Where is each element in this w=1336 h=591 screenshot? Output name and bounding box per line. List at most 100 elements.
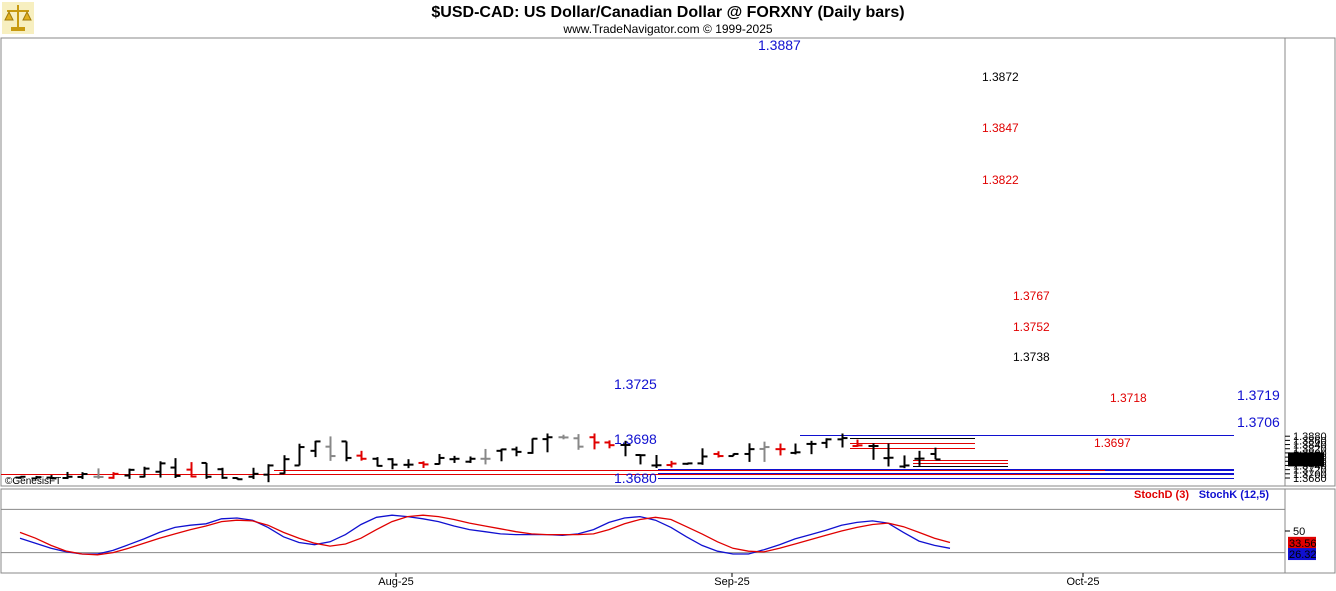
ohlc-bar	[31, 475, 42, 480]
price-panel	[0, 37, 1286, 487]
ohlc-bar	[527, 437, 538, 454]
ohlc-bar	[775, 443, 786, 456]
ohlc-bar	[728, 452, 739, 458]
ohlc-bar	[418, 461, 429, 468]
y-tick-label: 1.3700	[1293, 469, 1327, 481]
ohlc-bar	[248, 467, 259, 480]
ohlc-bar	[930, 447, 941, 461]
ohlc-bar	[744, 443, 755, 462]
ohlc-bar	[697, 448, 708, 465]
ohlc-bar	[589, 433, 600, 450]
ohlc-bar	[713, 451, 724, 458]
ohlc-bar	[511, 446, 522, 457]
level-label: 1.3738	[1013, 350, 1050, 364]
ohlc-bar	[201, 461, 212, 479]
level-label: 1.3698	[614, 431, 657, 447]
time-axis-ticks: Aug-25 Sep-25 Oct-25	[378, 573, 1100, 588]
last-price-box	[1288, 452, 1324, 467]
ohlc-bar	[387, 458, 398, 470]
copyright-label: ©GenesisFT	[5, 476, 61, 487]
ohlc-bar	[155, 461, 166, 478]
x-tick-label: Aug-25	[378, 576, 413, 588]
x-tick-label: Sep-25	[714, 576, 749, 588]
ohlc-bar	[666, 460, 677, 468]
level-label: 1.3822	[982, 173, 1019, 187]
ohlc-bar	[403, 459, 414, 469]
legend-stochk: StochK (12,5)	[1199, 489, 1270, 501]
y-tick-label: 1.3840	[1293, 440, 1327, 452]
level-label: 1.3872	[982, 70, 1019, 84]
y-tick-label: 1.3880	[1293, 431, 1327, 443]
ohlc-bar	[635, 454, 646, 465]
y-tick-label: 1.3860	[1293, 435, 1327, 447]
ohlc-bar	[62, 471, 73, 480]
ohlc-bar	[899, 455, 910, 469]
ohlc-bar	[558, 434, 569, 440]
ohlc-bar	[449, 455, 460, 463]
price-axis	[1284, 37, 1336, 487]
ohlc-bar	[620, 440, 631, 457]
level-label: 1.3706	[1237, 414, 1280, 430]
logo	[2, 2, 34, 34]
chart-subtitle: www.TradeNavigator.com © 1999-2025	[562, 22, 772, 36]
ohlc-bar	[465, 456, 476, 463]
price-bars	[15, 433, 941, 483]
ohlc-bar	[279, 455, 290, 475]
ohlc-bar	[77, 472, 88, 480]
support-resistance-levels: 1.3887 1.3872 1.3847 1.3822 1.3767 1.3752 1.37…	[1, 37, 1280, 486]
level-label: 1.3752	[1013, 320, 1050, 334]
level-label: 1.3725	[614, 376, 657, 392]
ohlc-bar	[883, 443, 894, 467]
ohlc-bar	[790, 443, 801, 455]
stoch-value-label: 26.32	[1289, 549, 1317, 561]
ohlc-bar	[325, 436, 336, 461]
ohlc-bar	[15, 475, 26, 479]
ohlc-bar	[46, 475, 57, 480]
ohlc-bar	[604, 440, 615, 449]
ohlc-bar	[232, 477, 243, 481]
ohlc-bar	[806, 440, 817, 455]
level-label: 1.3887	[758, 37, 801, 53]
level-label: 1.3719	[1237, 387, 1280, 403]
ohlc-bar	[139, 466, 150, 478]
ohlc-bar	[914, 450, 925, 466]
level-label: 1.3718	[1110, 391, 1147, 405]
ohlc-bar	[263, 464, 274, 483]
scales-icon	[2, 2, 34, 34]
ohlc-bar	[108, 472, 119, 479]
ohlc-bar	[124, 468, 135, 479]
ohlc-bar	[852, 439, 863, 448]
ohlc-bar	[434, 453, 445, 465]
level-label: 1.3697	[1094, 436, 1131, 450]
last-price-label: 1.3769	[1291, 454, 1325, 466]
stoch-value-box	[1288, 548, 1316, 561]
stochk-line	[19, 514, 951, 555]
stochd-line	[19, 514, 951, 556]
ohlc-bar	[573, 434, 584, 450]
ohlc-bar	[294, 443, 305, 467]
ohlc-bar	[542, 433, 553, 453]
y-tick-label: 1.3720	[1293, 465, 1327, 477]
ohlc-bar	[372, 457, 383, 467]
ohlc-bar	[837, 433, 848, 448]
level-label: 1.3767	[1013, 289, 1050, 303]
stoch-panel	[0, 488, 1286, 574]
ohlc-bar	[186, 462, 197, 478]
last-price-marker: 1.3769	[1288, 452, 1325, 467]
legend-stochd: StochD (3)	[1134, 489, 1189, 501]
stoch-value-box	[1288, 536, 1316, 549]
ohlc-bar	[356, 450, 367, 461]
y-tick-label: 1.3680	[1293, 473, 1327, 485]
ohlc-bar	[759, 441, 770, 462]
ohlc-bar	[93, 468, 104, 479]
ohlc-bar	[170, 458, 181, 478]
chart-title: $USD-CAD: US Dollar/Canadian Dollar @ FO…	[431, 4, 904, 21]
ohlc-bar	[341, 440, 352, 462]
level-label: 1.3680	[614, 470, 657, 486]
level-label: 1.3847	[982, 121, 1019, 135]
ohlc-bar	[217, 467, 228, 479]
ohlc-bar	[651, 455, 662, 468]
ohlc-bar	[496, 448, 507, 462]
